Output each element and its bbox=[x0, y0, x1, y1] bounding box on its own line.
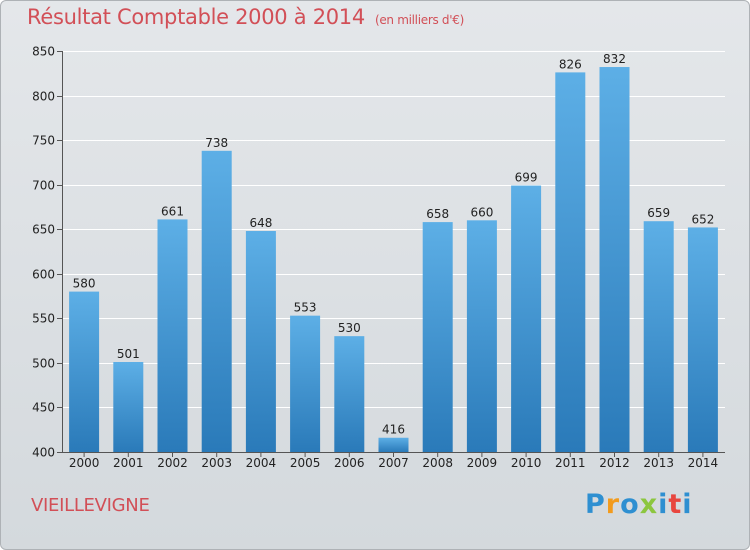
x-tick-label-2012: 2012 bbox=[599, 456, 630, 470]
bar-2012 bbox=[599, 67, 630, 452]
proxiti-logo: Proxiti bbox=[585, 489, 693, 520]
data-label-2010: 699 bbox=[515, 171, 538, 185]
x-tick-label-2006: 2006 bbox=[334, 456, 365, 470]
data-label-2008: 658 bbox=[426, 207, 449, 221]
x-tick-label-2011: 2011 bbox=[555, 456, 586, 470]
bar-2011 bbox=[555, 72, 586, 453]
bar-2000 bbox=[69, 291, 100, 452]
y-tick-label: 600 bbox=[32, 268, 55, 282]
bar-2002 bbox=[157, 219, 188, 452]
title-text: Résultat Comptable 2000 à 2014 bbox=[27, 5, 365, 29]
logo-letter: r bbox=[605, 489, 621, 520]
logo-letter: i bbox=[658, 489, 669, 520]
bar-2001 bbox=[113, 361, 144, 452]
x-tick-label-2013: 2013 bbox=[643, 456, 674, 470]
y-tick-label: 650 bbox=[32, 223, 55, 237]
bar-2005 bbox=[290, 315, 321, 452]
bar-2013 bbox=[643, 221, 674, 452]
y-tick-label: 500 bbox=[32, 357, 55, 371]
bar-2010 bbox=[511, 185, 542, 452]
data-label-2006: 530 bbox=[338, 321, 361, 335]
y-tick-label: 450 bbox=[32, 401, 55, 415]
y-tick-label: 400 bbox=[32, 446, 55, 460]
bar-2004 bbox=[245, 231, 276, 452]
data-label-2011: 826 bbox=[559, 57, 582, 71]
x-tick-label-2010: 2010 bbox=[511, 456, 542, 470]
x-tick-label-2003: 2003 bbox=[201, 456, 232, 470]
bar-2007 bbox=[378, 437, 409, 452]
data-label-2012: 832 bbox=[603, 52, 626, 66]
y-tick-label: 700 bbox=[32, 179, 55, 193]
x-tick-label-2001: 2001 bbox=[113, 456, 144, 470]
y-tick-label: 850 bbox=[32, 45, 55, 59]
logo-letter: t bbox=[668, 489, 683, 520]
data-label-2004: 648 bbox=[249, 216, 272, 230]
x-tick-label-2008: 2008 bbox=[422, 456, 453, 470]
data-label-2003: 738 bbox=[205, 136, 228, 150]
x-tick-label-2004: 2004 bbox=[246, 456, 277, 470]
bar-2003 bbox=[201, 150, 232, 452]
y-tick-label: 550 bbox=[32, 312, 55, 326]
commune-name: VIEILLEVIGNE bbox=[31, 495, 150, 516]
data-label-2013: 659 bbox=[647, 206, 670, 220]
bar-2008 bbox=[422, 222, 453, 452]
x-tick-label-2014: 2014 bbox=[688, 456, 719, 470]
logo-letter: i bbox=[682, 489, 693, 520]
data-label-2002: 661 bbox=[161, 204, 184, 218]
bar-2006 bbox=[334, 336, 365, 452]
data-label-2014: 652 bbox=[691, 212, 714, 226]
chart-title: Résultat Comptable 2000 à 2014 (en millie… bbox=[27, 5, 464, 29]
data-label-2009: 660 bbox=[470, 205, 493, 219]
x-tick-label-2000: 2000 bbox=[69, 456, 100, 470]
data-label-2005: 553 bbox=[294, 301, 317, 315]
logo-letter: o bbox=[620, 489, 640, 520]
data-label-2000: 580 bbox=[73, 277, 96, 291]
y-tick-label: 750 bbox=[32, 134, 55, 148]
x-tick-label-2009: 2009 bbox=[467, 456, 498, 470]
x-tick-label-2002: 2002 bbox=[157, 456, 188, 470]
y-tick-label: 800 bbox=[32, 90, 55, 104]
logo-letter: x bbox=[639, 489, 659, 520]
data-label-2001: 501 bbox=[117, 347, 140, 361]
logo-letter: P bbox=[585, 489, 606, 520]
data-label-2007: 416 bbox=[382, 423, 405, 437]
chart-subtitle: (en milliers d'€) bbox=[374, 13, 464, 27]
x-tick-label-2005: 2005 bbox=[290, 456, 321, 470]
bar-2009 bbox=[466, 220, 497, 452]
x-tick-label-2007: 2007 bbox=[378, 456, 409, 470]
bar-2014 bbox=[687, 227, 718, 452]
